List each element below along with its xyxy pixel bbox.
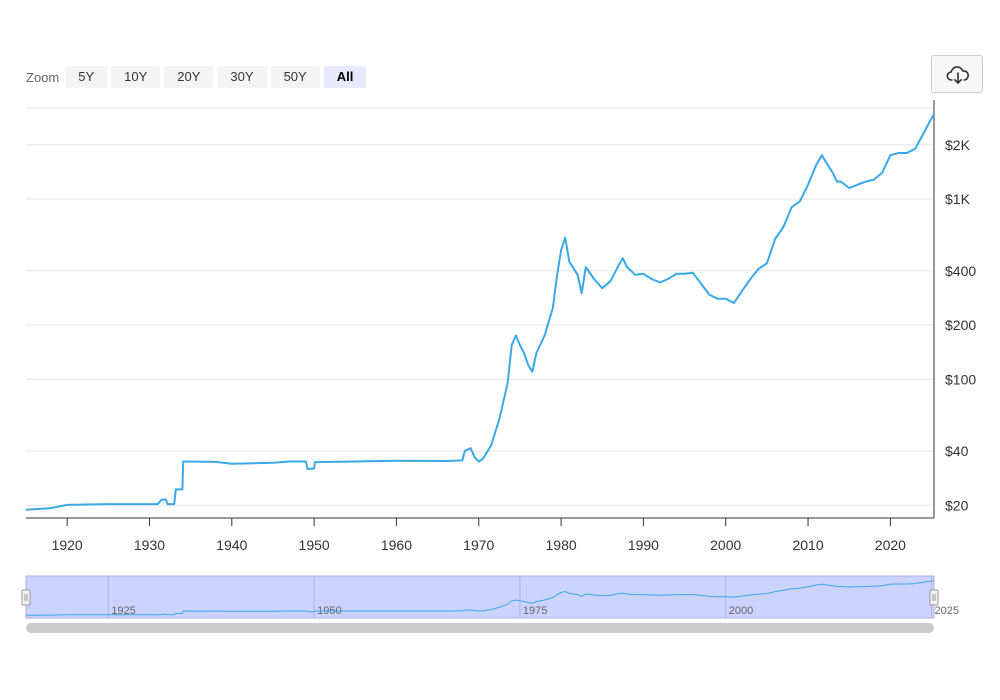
y-tick-label: $40	[945, 443, 969, 459]
zoom-5y-button[interactable]: 5Y	[65, 66, 108, 88]
x-tick-labels: 1920 1930 1940 1950 1960 1970 1980 1990 2000 2010…	[52, 537, 907, 553]
x-tick-label: 1930	[134, 537, 165, 553]
x-tick-label: 1950	[299, 537, 330, 553]
navigator-labels: 1925 1950 1975 2000 2025	[111, 605, 959, 617]
y-tick-label: $100	[945, 371, 976, 387]
zoom-label: Zoom	[26, 69, 60, 85]
navigator-label: 1975	[523, 605, 547, 617]
navigator[interactable]: 1925 1950 1975 2000 2025	[21, 575, 959, 619]
x-tick-label: 1920	[52, 537, 83, 553]
y-tick-label: $200	[945, 317, 976, 333]
y-tick-label: $1K	[945, 191, 971, 207]
zoom-50y-button[interactable]: 50Y	[270, 66, 320, 88]
navigator-label: 2025	[935, 605, 959, 617]
navigator-label: 1925	[111, 605, 135, 617]
series-line	[25, 113, 935, 511]
cloud-download-icon	[946, 66, 970, 84]
zoom-bar: Zoom 5Y 10Y 20Y 30Y 50Y All	[26, 66, 370, 88]
navigator-handle-right[interactable]	[929, 589, 939, 606]
x-tick-label: 1980	[546, 537, 577, 553]
x-tick-label: 2010	[792, 537, 823, 553]
scrollbar[interactable]	[26, 623, 934, 633]
navigator-label: 2000	[729, 605, 753, 617]
navigator-selection[interactable]	[25, 575, 935, 619]
x-tick-label: 1990	[628, 537, 659, 553]
navigator-series-line	[25, 580, 935, 616]
handle-body	[929, 589, 939, 606]
axes	[26, 100, 935, 526]
zoom-10y-button[interactable]: 10Y	[111, 66, 161, 88]
x-tick-label: 1960	[381, 537, 412, 553]
x-tick-label: 2020	[875, 537, 906, 553]
x-tick-label: 2000	[710, 537, 741, 553]
zoom-30y-button[interactable]: 30Y	[217, 66, 267, 88]
zoom-all-button[interactable]: All	[323, 66, 367, 88]
handle-body	[21, 589, 31, 606]
x-tick-label: 1940	[216, 537, 247, 553]
y-tick-labels: $20 $40 $100 $200 $400 $1K $2K	[945, 137, 976, 513]
y-tick-label: $400	[945, 263, 976, 279]
y-tick-label: $2K	[945, 137, 971, 153]
navigator-handle-left[interactable]	[21, 589, 31, 606]
y-tick-label: $20	[945, 497, 969, 513]
x-tick-label: 1970	[463, 537, 494, 553]
grid-lines	[26, 107, 934, 506]
download-button[interactable]	[931, 55, 983, 93]
zoom-20y-button[interactable]: 20Y	[164, 66, 214, 88]
